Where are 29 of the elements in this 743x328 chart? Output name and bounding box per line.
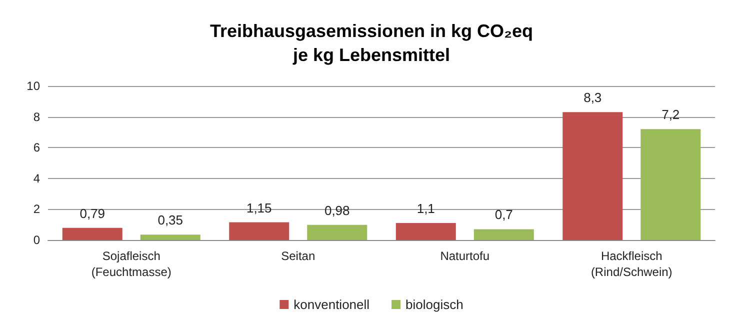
y-tick-label: 6 — [33, 140, 40, 155]
legend-label: konventionell — [294, 297, 370, 312]
data-label: 0,7 — [494, 207, 513, 222]
bar — [140, 234, 200, 240]
x-tick-label: Sojafleisch (Feuchtmasse) — [91, 249, 172, 279]
y-tick-label: 8 — [33, 110, 40, 124]
data-label: 1,1 — [416, 201, 435, 216]
data-label: 0,79 — [80, 206, 106, 221]
y-tick-label: 10 — [26, 79, 40, 93]
bar — [229, 222, 290, 240]
x-tick-label: Hackfleisch (Rind/Schwein) — [590, 249, 672, 279]
y-tick-label: 4 — [33, 171, 40, 186]
bar — [562, 112, 623, 240]
legend-label: biologisch — [406, 297, 464, 312]
data-label: 8,3 — [584, 90, 602, 106]
x-tick-label: Seitan — [281, 249, 316, 263]
x-tick-label: Naturtofu — [440, 249, 490, 263]
data-label: 0,98 — [324, 202, 350, 218]
bar — [396, 223, 456, 240]
y-tick-label: 0 — [33, 233, 40, 247]
bar — [307, 224, 368, 240]
bar — [62, 228, 122, 240]
data-label: 0,35 — [158, 212, 184, 228]
chart-title: Treibhausgasemissionen in kg CO₂eq je kg Lebensmittel — [210, 21, 534, 65]
y-tick-label: 2 — [33, 202, 40, 216]
data-label: 7,2 — [662, 107, 680, 122]
bar — [474, 229, 534, 240]
bar — [640, 129, 701, 240]
data-label: 1,15 — [246, 200, 272, 216]
